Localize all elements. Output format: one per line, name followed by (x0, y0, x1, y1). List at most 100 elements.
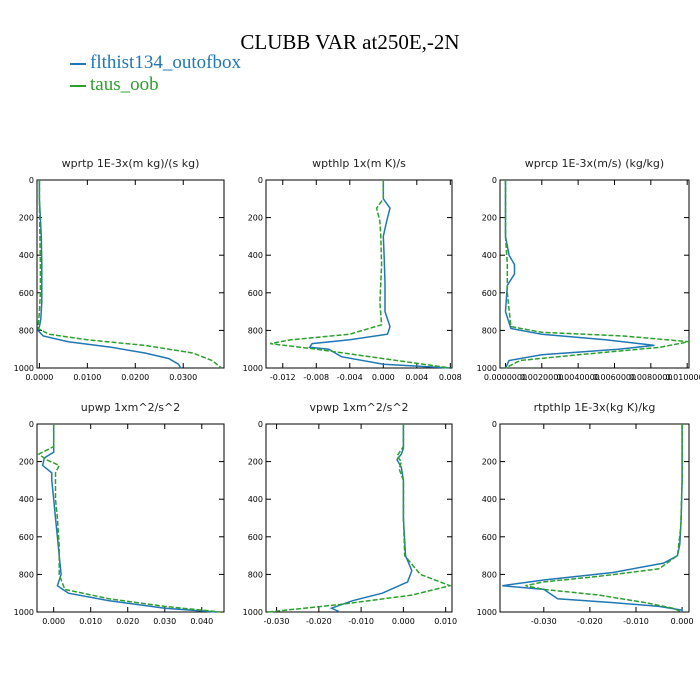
y-tick-label: 200 (19, 214, 34, 223)
plot-frame (265, 179, 453, 369)
x-tick-label: 0.0200 (121, 373, 149, 382)
x-tick-label: 0.004 (405, 373, 428, 382)
series-line-taus-oob (268, 424, 453, 613)
chart-title: rtpthlp 1E-3x(kg K)/kg (534, 401, 656, 414)
y-tick-label: 800 (248, 570, 263, 579)
y-tick-label: 400 (482, 495, 497, 504)
x-tick-label: -0.020 (306, 617, 332, 626)
series-line-flthist134 (308, 180, 451, 369)
y-tick-label: 400 (482, 251, 497, 260)
y-tick-label: 0 (29, 176, 34, 185)
y-tick-label: 400 (248, 251, 263, 260)
y-tick-label: 200 (482, 458, 497, 467)
x-tick-label: 0.000 (671, 617, 694, 626)
x-tick-label: 0.020 (116, 617, 139, 626)
y-tick-label: 800 (482, 326, 497, 335)
x-tick-label: 0.000 (42, 617, 65, 626)
y-tick-label: 1000 (243, 608, 263, 617)
chart-title: vpwp 1xm^2/s^2 (309, 401, 408, 414)
legend-item-flthist134: flthist134_outofbox (70, 52, 241, 74)
y-tick-label: 200 (482, 214, 497, 223)
x-tick-label: 0.000 (392, 617, 415, 626)
x-tick-label: -0.004 (337, 373, 363, 382)
x-tick-label: 0.0100000 (666, 373, 700, 382)
x-tick-label: -0.030 (264, 617, 290, 626)
chart-panel-3: wprcp 1E-3x(m/s) (kg/kg) 0 200 400 600 800 100… (477, 157, 700, 382)
x-tick-label: 0.008 (439, 373, 462, 382)
chart-panel-2: wpthlp 1x(m K)/s02004006008001000-0.012-… (243, 157, 462, 382)
y-tick-label: 0 (258, 176, 263, 185)
chart-title: wprtp 1E-3x(m kg)/(s kg) (62, 157, 200, 170)
chart-title: upwp 1xm^2/s^2 (81, 401, 181, 414)
chart-panel-5: vpwp 1xm^2/s^2 0 200 400 600 800 1000-0.030 -0.… (243, 401, 457, 626)
x-tick-label: 0.010 (79, 617, 102, 626)
legend-line-green (70, 84, 86, 87)
y-tick-label: 800 (482, 570, 497, 579)
series-line-taus-oob (504, 180, 690, 369)
series-line-flthist134 (41, 424, 217, 613)
y-tick-label: 600 (248, 533, 263, 542)
page-title: CLUBB VAR at250E,-2N (240, 30, 460, 54)
legend-item-taus-oob: taus_oob (70, 74, 159, 96)
series-line-taus-oob (37, 424, 221, 613)
series-line-flthist134 (329, 424, 413, 613)
plot-frame (499, 423, 690, 613)
y-tick-label: 400 (248, 495, 263, 504)
y-tick-label: 0 (492, 176, 497, 185)
plot-frame (265, 423, 453, 613)
y-tick-label: 1000 (14, 608, 34, 617)
x-tick-label: -0.020 (577, 617, 603, 626)
x-tick-label: 0.0300 (169, 373, 197, 382)
chart-title: wpthlp 1x(m K)/s (312, 157, 406, 170)
series-line-taus-oob (37, 180, 223, 369)
legend-label-taus-oob: taus_oob (90, 74, 159, 95)
series-line-flthist134 (502, 424, 683, 612)
y-tick-label: 0 (258, 420, 263, 429)
y-tick-label: 200 (248, 214, 263, 223)
y-tick-label: 0 (492, 420, 497, 429)
y-tick-label: 400 (19, 251, 34, 260)
series-line-taus-oob (270, 180, 451, 369)
x-tick-label: 0.040 (190, 617, 213, 626)
plot-frame (36, 423, 225, 613)
chart-panel-1: wprtp 1E-3x(m kg)/(s kg) 0 200 400 600 800 100… (14, 157, 225, 382)
y-tick-label: 600 (482, 533, 497, 542)
series-line-flthist134 (37, 180, 182, 369)
legend-line-blue (70, 62, 86, 65)
y-tick-label: 600 (19, 533, 34, 542)
x-tick-label: -0.008 (303, 373, 329, 382)
y-tick-label: 600 (482, 289, 497, 298)
y-tick-label: 0 (29, 420, 34, 429)
x-tick-label: -0.010 (348, 617, 374, 626)
x-tick-label: 0.0080000 (629, 373, 672, 382)
y-tick-label: 400 (19, 495, 34, 504)
y-tick-label: 1000 (14, 364, 34, 373)
x-tick-label: -0.030 (531, 617, 557, 626)
x-tick-label: -0.012 (270, 373, 296, 382)
series-line-taus-oob (525, 424, 683, 613)
y-tick-label: 800 (19, 570, 34, 579)
y-tick-label: 1000 (477, 608, 497, 617)
x-tick-label: 0.0000 (25, 373, 53, 382)
y-tick-label: 1000 (243, 364, 263, 373)
y-tick-label: 200 (248, 458, 263, 467)
chart-title: wprcp 1E-3x(m/s) (kg/kg) (525, 157, 664, 170)
plot-frame (36, 179, 225, 369)
x-tick-label: -0.010 (623, 617, 649, 626)
plot-frame (499, 179, 690, 369)
x-tick-label: 0.0020000 (520, 373, 563, 382)
x-tick-label: 0.010 (434, 617, 457, 626)
y-tick-label: 600 (19, 289, 34, 298)
y-tick-label: 600 (248, 289, 263, 298)
y-tick-label: 800 (19, 326, 34, 335)
legend-label-flthist134: flthist134_outofbox (90, 52, 241, 73)
series-line-flthist134 (504, 180, 655, 369)
x-tick-label: 0.0100 (73, 373, 101, 382)
x-tick-label: 0.0000000 (484, 373, 527, 382)
x-tick-label: 0.0060000 (593, 373, 636, 382)
y-tick-label: 200 (19, 458, 34, 467)
x-tick-label: 0.000 (372, 373, 395, 382)
y-tick-label: 1000 (477, 364, 497, 373)
x-tick-label: 0.0040000 (557, 373, 600, 382)
